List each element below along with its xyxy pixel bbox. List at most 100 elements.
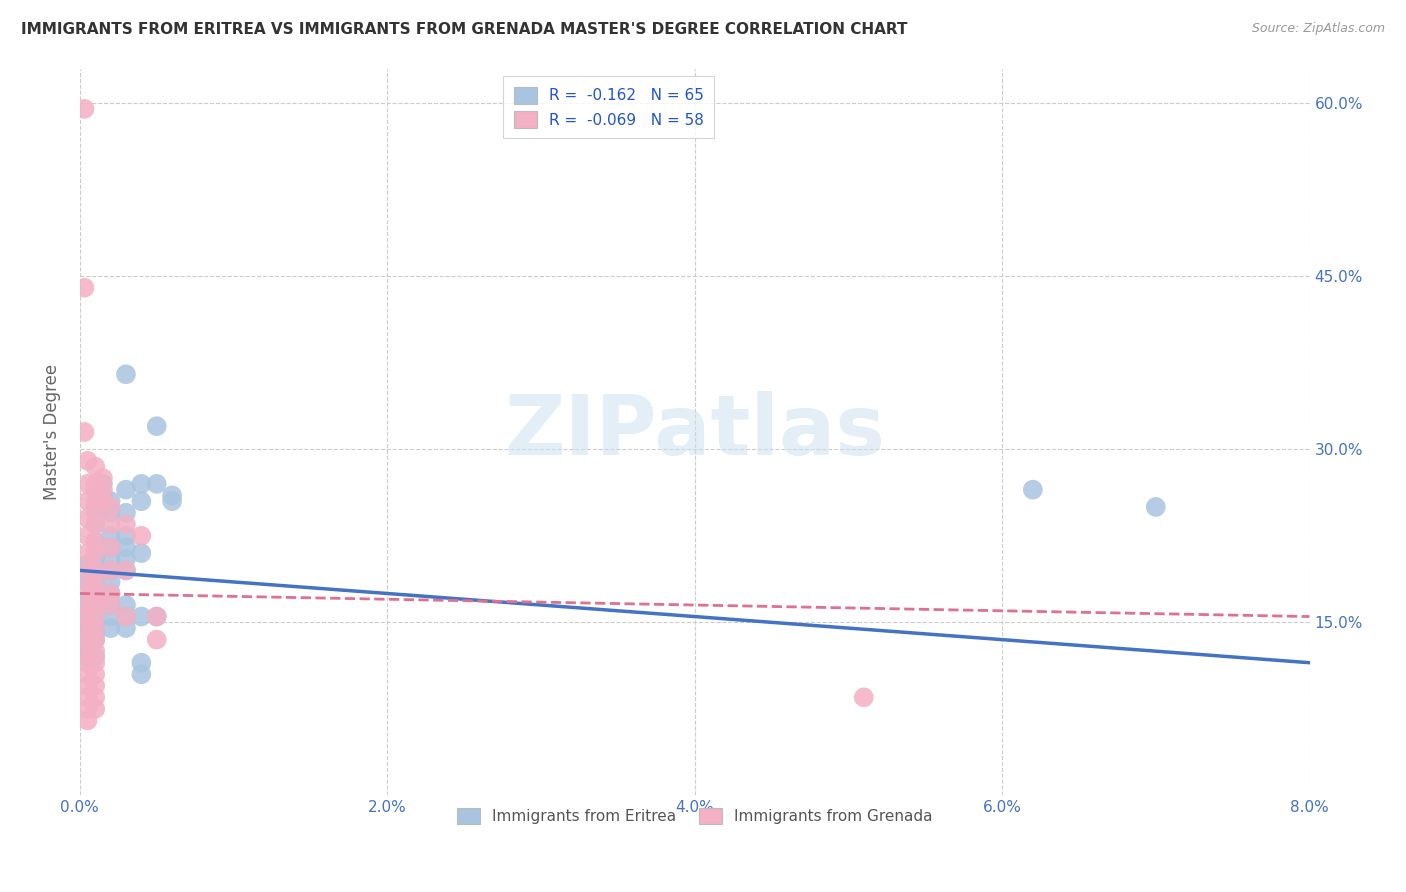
Point (76, 621, 98, 635)
Point (91, 483, 114, 497)
Point (91, 494, 114, 508)
Point (91, 500, 114, 514)
Point (76, 604, 98, 618)
Point (115, 563, 138, 577)
Point (100, 541, 122, 555)
Point (100, 621, 122, 635)
Point (84, 517, 107, 532)
Point (76, 621, 98, 635)
Point (115, 541, 138, 555)
Point (100, 517, 122, 532)
Point (115, 609, 138, 624)
Point (84, 500, 107, 514)
Point (131, 656, 153, 670)
Point (115, 621, 138, 635)
Point (145, 609, 167, 624)
Point (131, 546, 153, 560)
Point (84, 494, 107, 508)
Point (84, 621, 107, 635)
Point (84, 609, 107, 624)
Point (115, 506, 138, 520)
Point (100, 609, 122, 624)
Point (100, 586, 122, 600)
Point (115, 598, 138, 612)
Point (84, 627, 107, 641)
Point (115, 609, 138, 624)
Point (115, 563, 138, 577)
Point (73, 425, 96, 439)
Point (84, 506, 107, 520)
Point (84, 517, 107, 532)
Point (73, 281, 96, 295)
Point (76, 702, 98, 716)
Point (115, 368, 138, 382)
Point (76, 476, 98, 491)
Point (84, 552, 107, 566)
Point (131, 476, 153, 491)
Point (84, 632, 107, 647)
Point (76, 609, 98, 624)
Point (76, 644, 98, 658)
Point (76, 679, 98, 693)
Legend: Immigrants from Eritrea, Immigrants from Grenada: Immigrants from Eritrea, Immigrants from… (446, 797, 943, 835)
Point (131, 529, 153, 543)
Point (84, 574, 107, 589)
Point (100, 574, 122, 589)
Point (84, 598, 107, 612)
Point (84, 476, 107, 491)
Point (76, 615, 98, 630)
Point (84, 615, 107, 630)
Text: Source: ZipAtlas.com: Source: ZipAtlas.com (1251, 22, 1385, 36)
Text: ZIPatlas: ZIPatlas (505, 392, 886, 473)
Point (84, 586, 107, 600)
Point (84, 574, 107, 589)
Point (100, 552, 122, 566)
Point (76, 574, 98, 589)
Point (76, 558, 98, 572)
Point (76, 581, 98, 595)
Point (91, 476, 114, 491)
Point (84, 644, 107, 658)
Point (76, 511, 98, 525)
Point (160, 494, 183, 508)
Point (76, 563, 98, 577)
Point (76, 598, 98, 612)
Point (84, 604, 107, 618)
Point (91, 471, 114, 485)
Point (100, 563, 122, 577)
Point (76, 494, 98, 508)
Point (84, 563, 107, 577)
Point (76, 714, 98, 728)
Point (84, 546, 107, 560)
Point (76, 454, 98, 468)
Point (76, 667, 98, 681)
Point (115, 529, 138, 543)
Point (100, 529, 122, 543)
Point (76, 609, 98, 624)
Point (84, 679, 107, 693)
Point (84, 563, 107, 577)
Point (76, 529, 98, 543)
Point (100, 563, 122, 577)
Point (84, 534, 107, 549)
Point (76, 649, 98, 664)
Point (84, 598, 107, 612)
Point (852, 690, 875, 705)
Point (84, 534, 107, 549)
Point (84, 690, 107, 705)
Point (84, 702, 107, 716)
Point (100, 586, 122, 600)
Point (100, 494, 122, 508)
Point (76, 632, 98, 647)
Point (84, 656, 107, 670)
Point (145, 419, 167, 434)
Point (84, 459, 107, 474)
Point (100, 541, 122, 555)
Point (131, 494, 153, 508)
Point (73, 102, 96, 116)
Point (115, 517, 138, 532)
Text: IMMIGRANTS FROM ERITREA VS IMMIGRANTS FROM GRENADA MASTER'S DEGREE CORRELATION C: IMMIGRANTS FROM ERITREA VS IMMIGRANTS FR… (21, 22, 908, 37)
Point (76, 546, 98, 560)
Point (76, 644, 98, 658)
Point (76, 632, 98, 647)
